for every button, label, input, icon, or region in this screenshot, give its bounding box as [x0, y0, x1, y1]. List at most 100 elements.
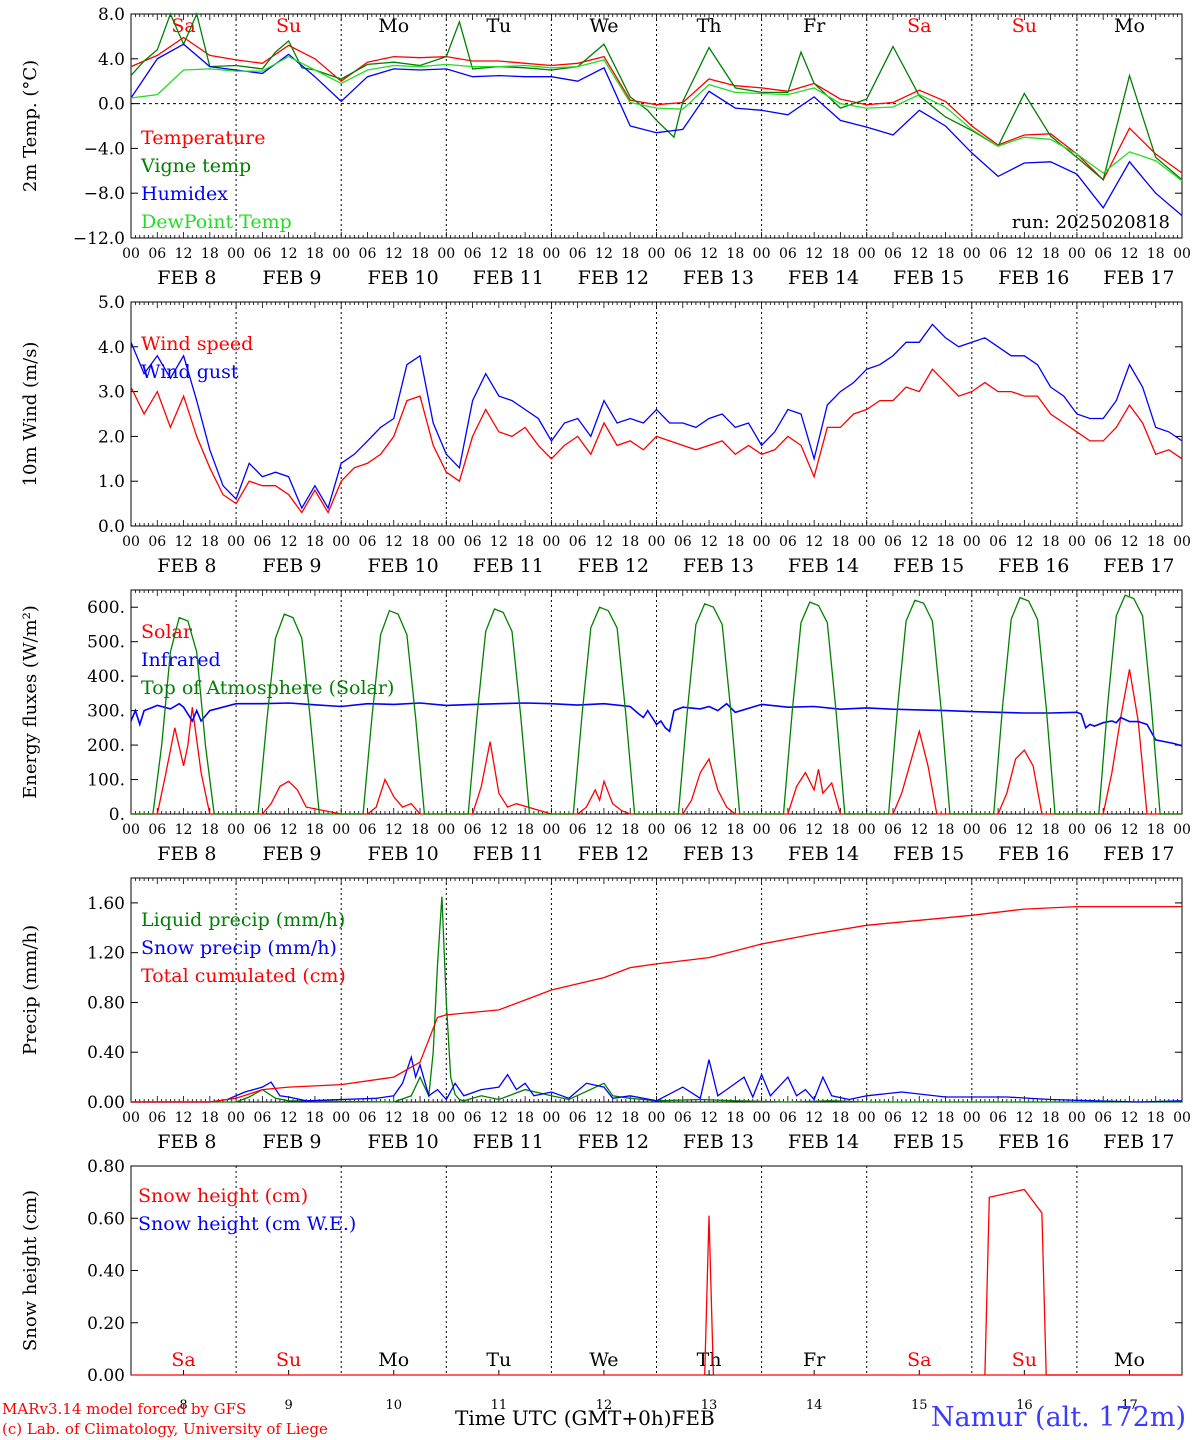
- x-hour-label: 18: [201, 1110, 219, 1126]
- y-tick-label: 0.40: [87, 1262, 125, 1282]
- legend-entry: Snow height (cm W.E.): [138, 1213, 356, 1235]
- series-line: [130, 55, 1183, 182]
- x-hour-label: 18: [937, 534, 955, 550]
- weekday-label: Fr: [803, 1349, 826, 1371]
- x-hour-label: 00: [542, 534, 560, 550]
- series-line: [130, 36, 1183, 181]
- x-hour-label: 12: [385, 1110, 403, 1126]
- x-hour-label: 12: [1121, 534, 1139, 550]
- x-hour-label: 06: [884, 1110, 902, 1126]
- y-tick-label: 1.60: [87, 894, 125, 914]
- x-hour-label: 00: [122, 246, 140, 262]
- x-hour-label: 06: [674, 1110, 692, 1126]
- legend-entry: Total cumulated (cm): [141, 965, 346, 987]
- x-hour-label: 18: [306, 534, 324, 550]
- x-hour-label: 18: [516, 822, 534, 838]
- x-hour-label: 18: [726, 1110, 744, 1126]
- x-hour-label: 18: [1042, 534, 1060, 550]
- y-tick-label: 8.0: [98, 5, 125, 25]
- x-date-label: FEB 16: [998, 843, 1069, 865]
- x-hour-label: 18: [832, 1110, 850, 1126]
- x-hour-label: 12: [490, 246, 508, 262]
- legend-entry: Solar: [141, 621, 193, 643]
- x-hour-label: 06: [674, 246, 692, 262]
- weekday-label: We: [589, 1349, 618, 1371]
- legend-entry: Vigne temp: [140, 155, 251, 177]
- x-date-label: FEB 12: [578, 1131, 649, 1153]
- y-tick-label: −8.0: [84, 184, 125, 204]
- x-hour-label: 12: [700, 246, 718, 262]
- x-hour-label: 18: [516, 246, 534, 262]
- series-line: [131, 905, 1182, 1103]
- x-hour-label: 18: [411, 1110, 429, 1126]
- x-hour-label: 06: [253, 534, 271, 550]
- x-hour-label: 12: [1015, 822, 1033, 838]
- x-hour-label: 06: [569, 1110, 587, 1126]
- x-hour-label: 00: [648, 822, 666, 838]
- x-hour-label: 12: [805, 246, 823, 262]
- weekday-label: Su: [1012, 15, 1037, 37]
- weekday-label: Tu: [486, 1349, 511, 1371]
- x-hour-label: 18: [937, 246, 955, 262]
- x-date-label: FEB 9: [262, 843, 321, 865]
- x-hour-label: 00: [332, 1110, 350, 1126]
- y-tick-label: 100.: [87, 771, 125, 791]
- x-hour-label: 00: [1173, 534, 1191, 550]
- x-hour-label: 18: [726, 822, 744, 838]
- panel-2: 0.0 1.0 2.0 3.0 4.0 5.0 10m Wind (m/s) 00 06 12 18…: [20, 293, 1191, 577]
- y-tick-label: 1.0: [98, 472, 125, 492]
- x-hour-label: 18: [937, 822, 955, 838]
- x-hour-label: 06: [1094, 534, 1112, 550]
- series-line: [131, 1054, 1183, 1103]
- x-hour-label: 12: [490, 1110, 508, 1126]
- x-hour-label: 00: [858, 822, 876, 838]
- run-annotation: run: 2025020818: [1012, 212, 1170, 233]
- x-hour-label: 00: [1068, 246, 1086, 262]
- x-hour-label: 12: [805, 822, 823, 838]
- weekday-label: Sa: [171, 1349, 195, 1371]
- x-date-label: FEB 17: [1103, 843, 1174, 865]
- x-hour-label: 18: [201, 822, 219, 838]
- x-date-label: FEB 10: [367, 843, 438, 865]
- x-hour-label: 00: [1173, 1110, 1191, 1126]
- x-date-label: FEB 11: [473, 555, 544, 577]
- x-day-number: 10: [385, 1398, 402, 1413]
- x-date-label: FEB 15: [893, 267, 964, 289]
- x-date-label: FEB 12: [578, 267, 649, 289]
- series-line: [130, 702, 1183, 747]
- weekday-label: Mo: [378, 15, 409, 37]
- y-tick-label: 0.00: [87, 1093, 125, 1113]
- weekday-label: Mo: [1114, 1349, 1145, 1371]
- x-hour-label: 06: [253, 246, 271, 262]
- y-tick-label: 3.0: [98, 383, 125, 403]
- x-hour-label: 12: [910, 534, 928, 550]
- y-tick-label: 0.40: [87, 1043, 125, 1063]
- panel-4: 0.00 0.40 0.80 1.20 1.60 Precip (mm/h) 00 06 12 1…: [20, 877, 1191, 1153]
- panel-3: 0. 100. 200. 300. 400. 500. 600. Energy fluxes …: [20, 589, 1191, 865]
- x-hour-label: 06: [674, 822, 692, 838]
- series-line: [131, 669, 1182, 815]
- x-hour-label: 12: [280, 534, 298, 550]
- x-hour-label: 18: [726, 246, 744, 262]
- x-hour-label: 12: [385, 534, 403, 550]
- y-tick-label: 0.20: [87, 1314, 125, 1334]
- x-hour-label: 12: [700, 1110, 718, 1126]
- y-tick-label: −12.0: [73, 229, 125, 249]
- legend-entry: Wind speed: [141, 333, 253, 355]
- x-hour-label: 18: [306, 1110, 324, 1126]
- x-hour-label: 06: [1094, 246, 1112, 262]
- x-date-label: FEB 9: [262, 555, 321, 577]
- series-line: [130, 11, 1183, 181]
- x-hour-label: 00: [542, 246, 560, 262]
- y-tick-label: 2.0: [98, 427, 125, 447]
- x-hour-label: 00: [437, 246, 455, 262]
- x-hour-label: 00: [963, 246, 981, 262]
- x-hour-label: 00: [542, 822, 560, 838]
- x-hour-label: 12: [700, 822, 718, 838]
- x-hour-label: 00: [1173, 246, 1191, 262]
- x-hour-label: 18: [306, 246, 324, 262]
- x-hour-label: 00: [753, 1110, 771, 1126]
- x-date-label: FEB 10: [367, 555, 438, 577]
- x-axis-title: Time UTC (GMT+0h)FEB: [455, 1406, 715, 1430]
- series-line: [131, 594, 1182, 815]
